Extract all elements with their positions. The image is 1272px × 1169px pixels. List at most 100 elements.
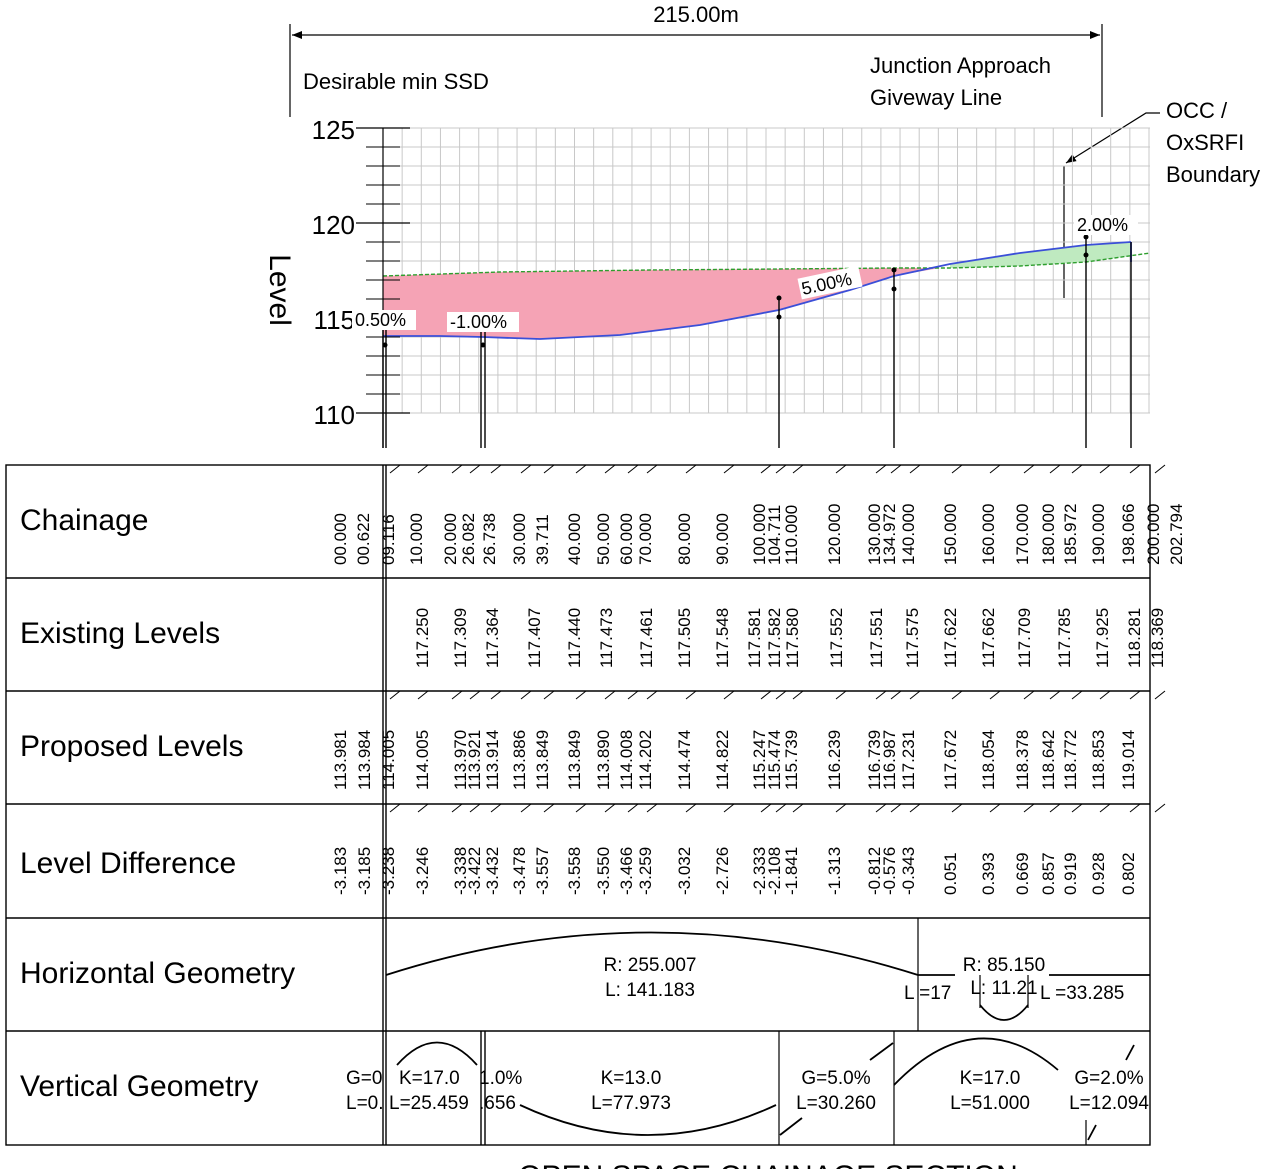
h-radius-1: R: 255.007 [604,955,697,976]
proposed-value: 114.822 [713,730,732,790]
difference-value: -3.183 [331,847,350,895]
row-label-existing: Existing Levels [20,617,220,650]
grade-labels: 0.50% -1.00% 5.00% 2.00% [352,215,1138,332]
ip-markers [382,234,1132,448]
existing-value: 117.581 [745,608,764,668]
difference-value: -2.333 [750,847,769,895]
chainage-value: 200.000 [1144,504,1163,565]
existing-value: 117.552 [827,608,846,668]
existing-value: 117.785 [1055,608,1074,668]
existing-value: 117.709 [1015,608,1034,668]
proposed-value: 116.987 [880,730,899,790]
existing-value: 117.364 [483,608,502,668]
ssd-label: Desirable min SSD [303,69,489,94]
existing-value: 118.369 [1148,608,1167,668]
difference-value: -0.576 [880,847,899,895]
chainage-value: 39.711 [533,514,552,565]
h-length-1: L: 141.183 [605,980,695,1001]
horizontal-geometry: R: 255.007 L: 141.183 R: 85.150 L: 11.21… [385,918,1150,1031]
level-axis: 125 120 115 110 Level [263,115,410,448]
existing-value: 117.575 [903,608,922,668]
proposed-value: 117.231 [899,730,918,790]
chainage-value: 40.000 [565,513,584,565]
v-length-0: L=0. [346,1093,384,1114]
dimension-label: 215.00m [653,2,739,27]
v-length-2: L=77.973 [591,1093,671,1114]
proposed-value: 113.849 [533,730,552,790]
axis-label-level: Level [263,254,296,326]
difference-value: 0.051 [941,852,960,895]
difference-value: -3.185 [355,847,374,895]
v-length-1: L=25.459 [389,1093,469,1114]
difference-value: -1.313 [825,847,844,895]
chainage-value: 134.972 [880,504,899,565]
data-table-frame [5,464,1151,1146]
v-length-2b: L=30.260 [796,1093,876,1114]
chainage-value: 60.000 [617,513,636,565]
difference-value: -3.558 [565,847,584,895]
section-title: OPEN SPACE CHAINAGE SECTION [518,1160,1018,1169]
existing-value: 117.622 [941,608,960,668]
chainage-values: 00.000 00.622 09.116 10.000 20.000 26.082 26.7… [331,504,1186,565]
existing-value: 117.580 [783,608,802,668]
chainage-value: 170.000 [1013,504,1032,565]
chainage-value: 00.000 [331,513,350,565]
row-label-chainage: Chainage [20,504,148,537]
difference-value: -0.343 [899,847,918,895]
chainage-value: 190.000 [1089,504,1108,565]
proposed-value: 117.672 [941,730,960,790]
chainage-value: 30.000 [510,513,529,565]
existing-value: 117.582 [765,608,784,668]
v-grade-3: G=2.0% [1074,1068,1143,1089]
proposed-value: 114.474 [675,730,694,790]
difference-value: 0.393 [979,852,998,895]
proposed-value: 118.054 [979,730,998,790]
proposed-value: 116.739 [865,730,884,790]
existing-value: 117.309 [451,608,470,668]
v-length-1b: .656 [479,1093,516,1114]
column-leader-ticks [389,464,1166,813]
difference-value: 0.857 [1039,852,1058,895]
proposed-value: 114.202 [636,730,655,790]
proposed-value: 119.014 [1119,730,1138,790]
proposed-value: 113.970 [451,730,470,790]
existing-value: 117.440 [565,608,584,668]
chainage-value: 180.000 [1039,504,1058,565]
chainage-value: 130.000 [865,504,884,565]
difference-value: -3.557 [533,847,552,895]
proposed-value: 118.642 [1039,730,1058,790]
h-length-left: L =17 [904,983,951,1004]
chainage-value: 10.000 [407,513,426,565]
v-grade-1: 1.0% [479,1068,522,1089]
difference-value: -1.841 [782,847,801,895]
proposed-value: 113.984 [355,730,374,790]
v-grade-0: G=0 [346,1068,382,1089]
h-radius-2: R: 85.150 [963,955,1045,976]
tick-label-115: 115 [314,305,355,335]
chainage-value: 202.794 [1167,504,1186,565]
difference-value: -3.338 [451,847,470,895]
v-grade-2: G=5.0% [801,1068,870,1089]
proposed-value: 113.849 [565,730,584,790]
difference-value: -3.550 [594,847,613,895]
tick-label-125: 125 [312,115,355,145]
difference-value: -3.478 [510,847,529,895]
difference-value: -3.432 [483,847,502,895]
v-k-3: K=17.0 [960,1068,1021,1089]
boundary-leader [1063,112,1160,298]
proposed-value: 114.008 [617,730,636,790]
chainage-value: 80.000 [675,513,694,565]
h-length-right: L =33.285 [1040,983,1124,1004]
existing-value: 117.925 [1093,608,1112,668]
proposed-value: 114.005 [379,730,398,790]
v-length-3b: L=12.094 [1069,1093,1149,1114]
row-label-horizontal: Horizontal Geometry [20,957,295,990]
difference-value: -3.259 [636,847,655,895]
chainage-value: 150.000 [941,504,960,565]
v-k-1: K=17.0 [399,1068,460,1089]
existing-value: 117.548 [713,608,732,668]
difference-value: 0.928 [1089,852,1108,895]
boundary-label-line1: OCC / [1166,98,1228,123]
existing-value: 117.473 [597,608,616,668]
